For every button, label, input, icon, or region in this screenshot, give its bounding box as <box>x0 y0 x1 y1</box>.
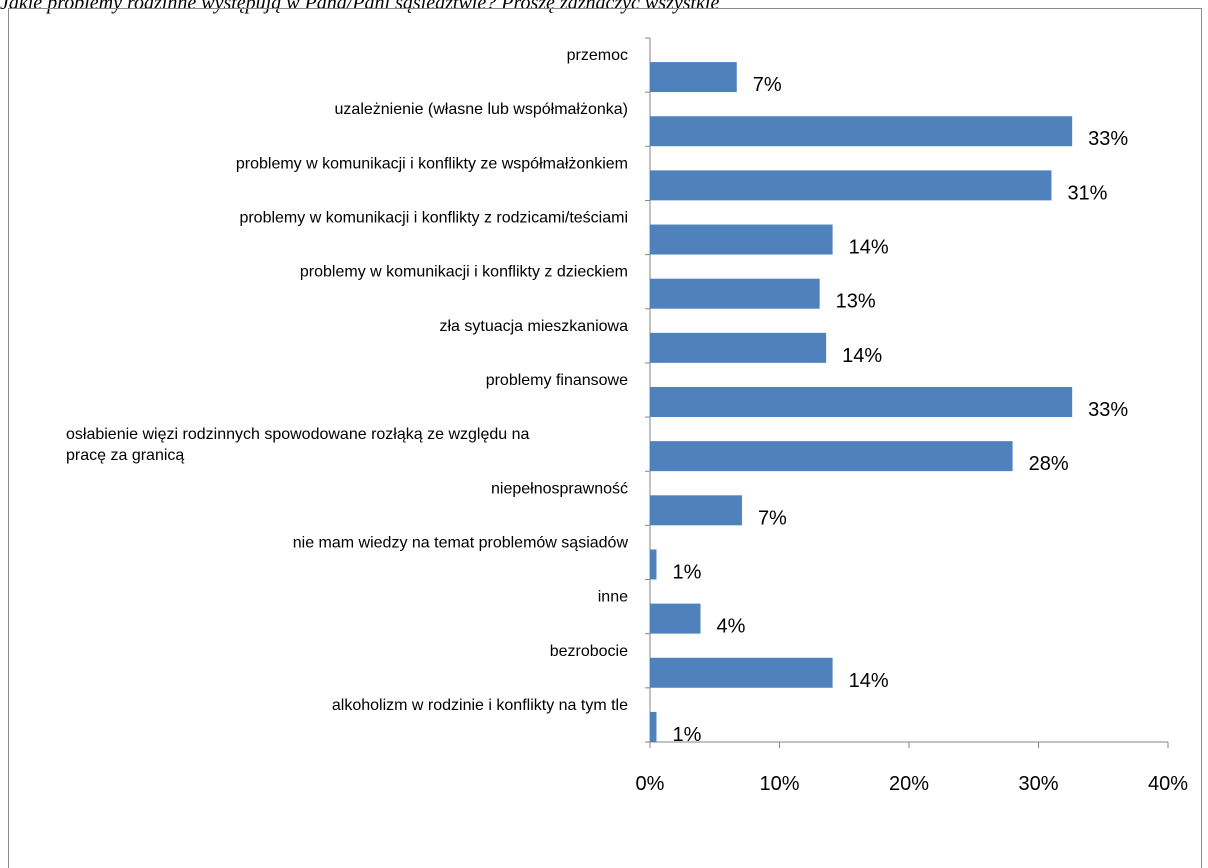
data-label: 1% <box>672 724 701 746</box>
x-tick-label: 40% <box>1148 773 1188 795</box>
data-label: 31% <box>1067 182 1107 204</box>
category-label: zła sytuacja mieszkaniowa <box>439 318 628 335</box>
bar <box>650 224 833 255</box>
bar <box>650 278 820 309</box>
data-label: 13% <box>836 291 876 313</box>
data-label: 1% <box>672 561 701 583</box>
bar <box>650 116 1073 147</box>
data-label: 28% <box>1029 453 1069 475</box>
data-label: 14% <box>849 237 889 259</box>
bar <box>650 495 742 526</box>
x-tick-label: 30% <box>1018 773 1058 795</box>
bar <box>650 441 1013 472</box>
chart-frame <box>8 8 1202 868</box>
bar <box>650 657 833 688</box>
category-label-line: pracę za granicą <box>66 447 184 464</box>
category-label: problemy w komunikacji i konflikty z dzi… <box>300 264 628 281</box>
data-label: 33% <box>1088 399 1128 421</box>
data-label: 4% <box>717 616 746 638</box>
category-label: uzależnienie (własne lub współmałżonka) <box>335 101 628 118</box>
category-label: nie mam wiedzy na temat problemów sąsiad… <box>293 534 629 551</box>
category-label: przemoc <box>567 47 628 64</box>
bar <box>650 711 657 742</box>
data-label: 14% <box>842 345 882 367</box>
bar <box>650 603 701 634</box>
bar <box>650 549 657 580</box>
data-label: 7% <box>758 507 787 529</box>
data-label: 14% <box>849 670 889 692</box>
category-label: alkoholizm w rodzinie i konflikty na tym… <box>332 697 628 714</box>
x-tick-label: 0% <box>636 773 665 795</box>
bar <box>650 332 827 363</box>
bar <box>650 170 1052 201</box>
x-tick-label: 10% <box>759 773 799 795</box>
category-label: inne <box>598 589 628 606</box>
category-label: problemy w komunikacji i konflikty ze ws… <box>236 155 628 172</box>
bar <box>650 62 737 93</box>
category-label: bezrobocie <box>550 643 628 660</box>
category-label-line: osłabienie więzi rodzinnych spowodowane … <box>66 426 529 443</box>
category-label: problemy w komunikacji i konflikty z rod… <box>239 210 628 227</box>
data-label: 33% <box>1088 128 1128 150</box>
x-tick-label: 20% <box>889 773 929 795</box>
data-label: 7% <box>753 74 782 96</box>
category-label: niepełnosprawność <box>491 480 628 497</box>
header-text: Jakie problemy rodzinne występują w Pana… <box>0 0 720 14</box>
bar <box>650 387 1073 417</box>
category-label: problemy finansowe <box>486 372 628 389</box>
